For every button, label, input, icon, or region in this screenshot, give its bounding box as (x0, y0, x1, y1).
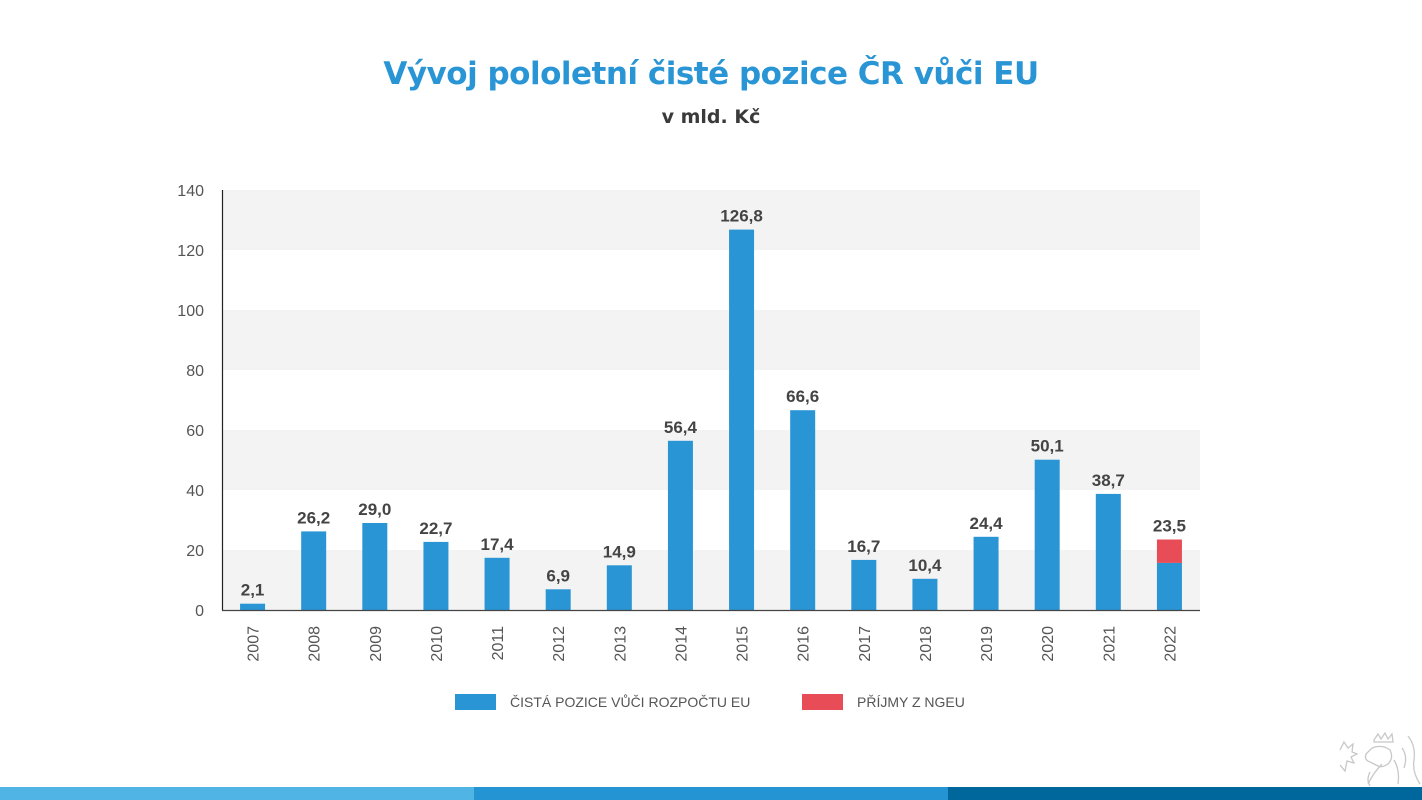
y-tick-label: 20 (186, 543, 204, 560)
legend-item-ngeu: PŘÍJMY Z NGEU (802, 694, 965, 710)
footer-segment-light (0, 787, 474, 800)
data-label-2019: 24,4 (970, 514, 1004, 533)
x-tick-label: 2021 (1101, 626, 1118, 662)
x-tick-label: 2010 (429, 626, 446, 662)
x-tick-label: 2014 (673, 626, 690, 662)
legend: ČISTÁ POZICE VŮČI ROZPOČTU EU PŘÍJMY Z N… (0, 694, 1422, 714)
chart-subtitle: v mld. Kč (661, 106, 761, 128)
y-tick-label: 140 (177, 183, 204, 200)
bar-2012-series-0 (545, 589, 571, 610)
data-label-2017: 16,7 (847, 537, 880, 556)
data-label-2012: 6,9 (546, 566, 570, 585)
bar-2017-series-0 (851, 559, 877, 610)
y-tick-label: 40 (186, 483, 204, 500)
bar-2021-series-0 (1095, 493, 1121, 610)
x-tick-label: 2015 (735, 626, 752, 662)
x-tick-label: 2017 (857, 626, 874, 662)
legend-swatch-blue (455, 694, 496, 710)
y-tick-label: 60 (186, 423, 204, 440)
data-label-2009: 29,0 (358, 500, 391, 519)
y-tick-label: 80 (186, 363, 204, 380)
x-tick-label: 2013 (612, 626, 629, 662)
legend-label: PŘÍJMY Z NGEU (857, 694, 965, 710)
grid-band (222, 310, 1200, 370)
bar-2013-series-0 (606, 565, 632, 610)
x-tick-label: 2020 (1040, 626, 1057, 662)
bar-2008-series-0 (301, 531, 327, 610)
bars (240, 229, 1182, 610)
data-label-2015: 126,8 (720, 207, 763, 226)
footer-segment-dark (948, 787, 1422, 800)
data-label-2010: 22,7 (419, 519, 452, 538)
bar-2022-series-1 (1156, 539, 1182, 563)
x-tick-label: 2012 (551, 626, 568, 662)
bar-2015-series-0 (729, 229, 755, 610)
data-label-2008: 26,2 (297, 508, 330, 527)
data-label-2013: 14,9 (603, 542, 636, 561)
x-tick-label: 2009 (368, 626, 385, 662)
bar-2007-series-0 (240, 603, 266, 610)
footer-color-band (0, 787, 1422, 800)
bar-2011-series-0 (484, 557, 510, 610)
data-label-2021: 38,7 (1092, 471, 1125, 490)
y-tick-label: 100 (177, 303, 204, 320)
bar-2010-series-0 (423, 541, 449, 610)
x-tick-label: 2011 (490, 626, 507, 661)
bar-2009-series-0 (362, 523, 388, 610)
y-tick-label: 0 (195, 603, 204, 620)
bar-2014-series-0 (667, 440, 693, 610)
legend-label: ČISTÁ POZICE VŮČI ROZPOČTU EU (510, 694, 751, 710)
y-tick-label: 120 (177, 243, 204, 260)
x-tick-label: 2019 (979, 626, 996, 662)
legend-swatch-red (802, 694, 843, 710)
chart-title: Vývoj pololetní čisté pozice ČR vůči EU (383, 56, 1039, 92)
legend-item-net-position: ČISTÁ POZICE VŮČI ROZPOČTU EU (455, 694, 750, 710)
data-label-2018: 10,4 (908, 556, 942, 575)
data-label-2011: 17,4 (481, 535, 515, 554)
footer-segment-mid (474, 787, 948, 800)
x-tick-label: 2007 (246, 626, 263, 662)
bar-2018-series-0 (912, 578, 938, 610)
y-axis-ticks: 0 20 40 60 80 100 120 140 (177, 183, 204, 620)
bar-2022-series-0 (1156, 562, 1182, 610)
data-labels: 2,1 26,2 29,0 22,7 17,4 6,9 14,9 56,4 126,8 66,6 1… (241, 207, 1186, 600)
data-label-2007: 2,1 (241, 581, 265, 600)
x-axis-ticks: 2007 2008 2009 2010 2011 2012 2013 2014 2015 2016… (246, 626, 1180, 662)
bar-2016-series-0 (790, 410, 816, 610)
grid-band (222, 190, 1200, 250)
data-label-2014: 56,4 (664, 418, 698, 437)
x-tick-label: 2016 (796, 626, 813, 662)
data-label-2020: 50,1 (1031, 437, 1064, 456)
data-label-2022: 23,5 (1153, 517, 1186, 536)
data-label-2016: 66,6 (786, 387, 819, 406)
x-tick-label: 2008 (307, 626, 324, 662)
x-tick-label: 2022 (1162, 626, 1179, 662)
bar-2020-series-0 (1034, 459, 1060, 610)
czech-lion-logo-icon (1339, 731, 1421, 787)
bar-2019-series-0 (973, 536, 999, 610)
x-tick-label: 2018 (918, 626, 935, 662)
